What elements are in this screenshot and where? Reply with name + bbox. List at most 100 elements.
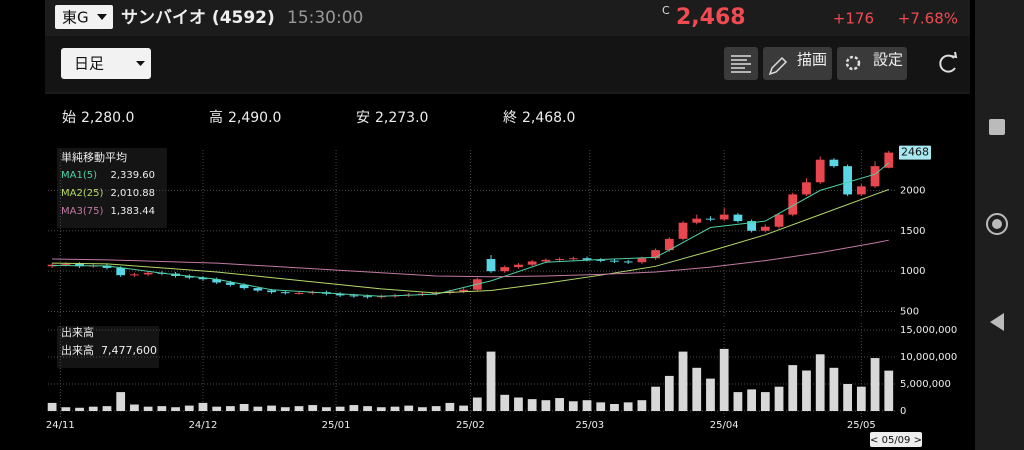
gear-icon: [845, 55, 861, 71]
volume-bar: [418, 407, 427, 411]
volume-bar: [445, 402, 455, 411]
candle-body: [788, 194, 798, 215]
candle-body: [555, 259, 564, 261]
ma-line: [52, 189, 889, 294]
candle-body: [239, 284, 249, 289]
period-select[interactable]: [61, 48, 151, 79]
volume-bar: [623, 402, 633, 411]
volume-bar: [678, 351, 688, 411]
candle-body: [596, 259, 606, 261]
volume-bar: [459, 405, 468, 411]
ohlc-label: 安: [356, 110, 370, 126]
home-button[interactable]: [986, 213, 1008, 235]
candle-body: [514, 264, 523, 268]
ohlc-label: 高: [209, 109, 223, 126]
volume-bar: [376, 407, 386, 411]
draw-button[interactable]: [763, 47, 832, 80]
volume-bar: [664, 375, 674, 411]
candle-body: [719, 214, 729, 220]
volume-bar: [102, 406, 112, 411]
candle-body: [267, 290, 276, 293]
legend-box: [57, 148, 167, 228]
date-nav[interactable]: [870, 432, 922, 447]
volume-bar: [363, 406, 372, 411]
ohlc-label: 終: [503, 110, 517, 126]
candle-body: [884, 152, 894, 168]
candle-body: [61, 263, 71, 265]
volume-bar: [884, 370, 894, 411]
time: 15:30:00: [287, 8, 363, 28]
candle-body: [363, 296, 372, 298]
volume-bar: [527, 399, 537, 411]
volume-bar: [280, 407, 290, 411]
draw-label: 描画: [797, 51, 827, 69]
ohlc-label: 始: [62, 110, 76, 126]
settings-button[interactable]: [837, 47, 907, 80]
candle-body: [226, 282, 235, 285]
candle-body: [843, 166, 853, 195]
y-tick-label: 1000: [900, 266, 925, 277]
settings-label: 設定: [873, 51, 903, 69]
volume-bar: [582, 400, 592, 411]
volume-bar: [143, 406, 153, 411]
date-nav-label: < 05/09 >: [870, 435, 922, 446]
price-prefix: C: [662, 4, 670, 17]
volume-bar: [116, 392, 126, 411]
candle-body: [870, 166, 880, 187]
volume-bar: [760, 392, 770, 411]
home-dot: [992, 219, 1002, 229]
candle-body: [610, 260, 619, 262]
volume-bar: [472, 397, 482, 411]
ohlc-value: 2,280.0: [81, 110, 134, 126]
ma-line: [52, 162, 890, 297]
x-tick-label: 24/11: [46, 420, 75, 431]
volume-bar: [130, 404, 139, 411]
candle-body: [486, 259, 496, 272]
volume-bar: [253, 406, 263, 411]
volume-bar: [596, 402, 606, 411]
refresh-icon[interactable]: [939, 54, 956, 73]
candle-body: [760, 226, 770, 231]
y-tick-label: 10,000,000: [900, 352, 957, 363]
price-panel: [48, 150, 897, 318]
volume-bar: [335, 406, 345, 411]
volume-bar: [47, 402, 57, 411]
last-price-label: 2468: [901, 146, 929, 159]
legend-title: 単純移動平均: [61, 150, 127, 164]
change: +176: [833, 10, 874, 28]
candle-body: [212, 279, 222, 283]
x-tick-label: 25/01: [322, 420, 351, 431]
back-button[interactable]: [990, 313, 1004, 331]
volume-bar: [171, 407, 180, 411]
stock-name: サンバイオ (4592): [121, 8, 275, 28]
candle-body: [815, 159, 825, 183]
volume-bar: [815, 354, 825, 411]
candle-body: [184, 276, 194, 278]
recent-button[interactable]: [989, 119, 1005, 135]
market-select[interactable]: [55, 5, 113, 29]
volume-bar: [226, 406, 235, 411]
change-pct: +7.68%: [898, 10, 958, 28]
volume-bar: [184, 405, 194, 411]
volume-bar: [692, 367, 702, 411]
volume-bar: [856, 386, 866, 411]
market: 東G: [62, 9, 89, 27]
volume-bar: [514, 397, 523, 411]
pencil-icon: [768, 56, 788, 76]
volume-bar: [843, 384, 853, 411]
candle-body: [733, 214, 743, 222]
volume-legend-label: 出来高: [61, 343, 94, 357]
x-tick-label: 24/12: [189, 420, 218, 431]
candle-body: [102, 265, 112, 268]
candle-body: [75, 263, 84, 267]
candle-body: [651, 250, 660, 259]
last-price-tag: [899, 145, 931, 160]
volume-legend-box: [57, 326, 159, 368]
candle-body: [500, 267, 510, 272]
legend-value: 1,383.44: [110, 206, 155, 217]
volume-bar: [733, 392, 743, 411]
candle-body: [253, 288, 263, 291]
volume-bar: [774, 386, 784, 411]
candle-body: [294, 292, 304, 294]
candle-body: [802, 182, 811, 195]
